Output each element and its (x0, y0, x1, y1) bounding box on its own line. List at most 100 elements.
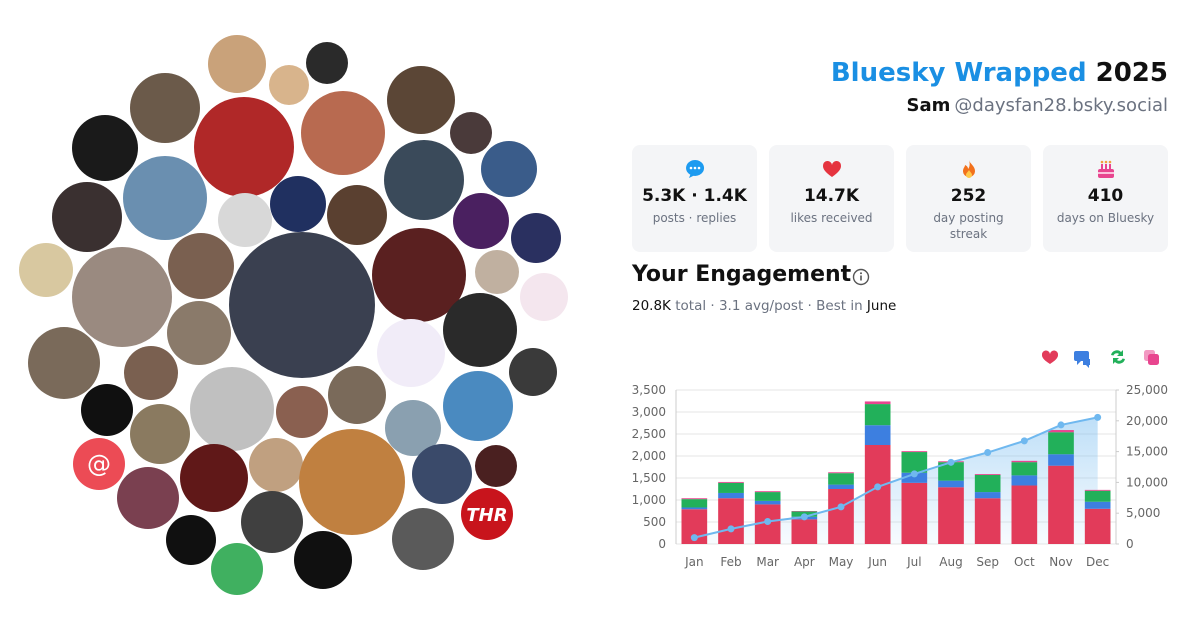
avatar (194, 97, 294, 197)
avatar (180, 444, 248, 512)
bar-segment (1048, 430, 1074, 433)
avatar (269, 65, 309, 105)
avatar (520, 273, 568, 321)
y2-tick-label: 25,000 (1126, 383, 1168, 397)
avatar (19, 243, 73, 297)
legend-icon[interactable] (1111, 350, 1125, 364)
posts-icon (685, 160, 704, 178)
streak-icon (962, 160, 975, 178)
avatar (72, 247, 172, 347)
line-point (874, 483, 882, 491)
bar-segment (901, 482, 928, 544)
avatar (443, 371, 513, 441)
cumulative-line (694, 416, 1098, 539)
avatar (511, 213, 561, 263)
avatar (377, 319, 445, 387)
avatar (475, 445, 517, 487)
bar-segment (864, 425, 891, 445)
y2-tick-label: 5,000 (1126, 506, 1160, 520)
legend (1041, 350, 1159, 368)
bar-segment (718, 482, 744, 493)
x-tick-label: Jun (867, 555, 887, 569)
stat-label: day posting streak (933, 211, 1004, 241)
bar-segment (1084, 508, 1111, 544)
x-tick-label: Feb (720, 555, 741, 569)
bar-segment (681, 498, 708, 500)
avatar (52, 182, 122, 252)
legend-icon[interactable] (1148, 354, 1159, 365)
bar-segment (901, 451, 928, 453)
avatar (190, 367, 274, 451)
avatar (124, 346, 178, 400)
avatar (241, 491, 303, 553)
line-point (910, 470, 918, 478)
bar-segment (828, 473, 854, 485)
bar-segment (754, 492, 781, 501)
stat-card: 14.7K likes received (769, 145, 894, 252)
bar-segment (1084, 489, 1111, 491)
y2-tick-label: 15,000 (1126, 445, 1168, 459)
bar-segment (828, 472, 854, 474)
bar-segment (718, 481, 744, 483)
bar-segment (1048, 432, 1074, 455)
avatar (167, 301, 231, 365)
legend-icon[interactable] (1074, 351, 1090, 368)
y-tick-label: 1,500 (632, 471, 666, 485)
y-tick-label: 2,000 (632, 449, 666, 463)
avatar (73, 438, 125, 490)
bar-segment (1011, 462, 1038, 476)
stat-label: posts · replies (652, 211, 737, 225)
summary-best: June (866, 298, 897, 314)
stat-label: likes received (790, 211, 873, 225)
bar-segment (1048, 465, 1074, 544)
x-tick-label: Jan (684, 555, 704, 569)
avatar (475, 250, 519, 294)
avatar (299, 429, 405, 535)
bar-segment (681, 507, 708, 510)
line-point (690, 534, 698, 542)
avatar (509, 348, 557, 396)
cake-icon (1097, 160, 1114, 178)
title-text: Bluesky Wrapped (830, 58, 1087, 88)
stat-label: days on Bluesky (1056, 211, 1155, 225)
avatar-label: @ (87, 450, 111, 478)
info-icon[interactable] (852, 268, 870, 286)
bar-segment (974, 498, 1001, 544)
summary-text: total · 3.1 avg/post · Best in (675, 298, 863, 314)
avatar (81, 384, 133, 436)
legend-icon[interactable] (1041, 350, 1059, 364)
y-tick-label: 2,500 (632, 427, 666, 441)
avatar (461, 488, 513, 540)
avatar (294, 531, 352, 589)
avatar (392, 508, 454, 570)
y-tick-label: 3,000 (632, 405, 666, 419)
y-tick-label: 3,500 (632, 383, 666, 397)
line-point (1020, 437, 1028, 445)
bar-segment (974, 474, 1001, 493)
line-point (984, 449, 992, 457)
summary-total: 20.8K (632, 298, 671, 314)
avatar (270, 176, 326, 232)
avatar (123, 156, 207, 240)
engagement-chart: 0 500 1,000 1,500 2,000 2,500 3,000 3,500 0 5,000… (632, 350, 1168, 569)
line-point (1094, 413, 1102, 421)
y-tick-label: 0 (658, 537, 666, 551)
avatar (276, 386, 328, 438)
avatar (72, 115, 138, 181)
avatar (450, 112, 492, 154)
bar-segment (1011, 475, 1038, 486)
bar-segment (754, 500, 781, 505)
line-point (727, 525, 735, 533)
x-tick-label: Dec (1086, 555, 1109, 569)
bar-segment (864, 401, 891, 405)
likes-icon (822, 160, 841, 177)
stat-card: 410 days on Bluesky (1043, 145, 1168, 252)
x-tick-label: Apr (794, 555, 815, 569)
x-tick-label: Aug (939, 555, 962, 569)
bar-segment (974, 492, 1001, 499)
y-tick-label: 1,000 (632, 493, 666, 507)
bar-segment (938, 480, 964, 488)
avatar (327, 185, 387, 245)
line-point (947, 458, 955, 466)
y2-tick-label: 10,000 (1126, 475, 1168, 489)
